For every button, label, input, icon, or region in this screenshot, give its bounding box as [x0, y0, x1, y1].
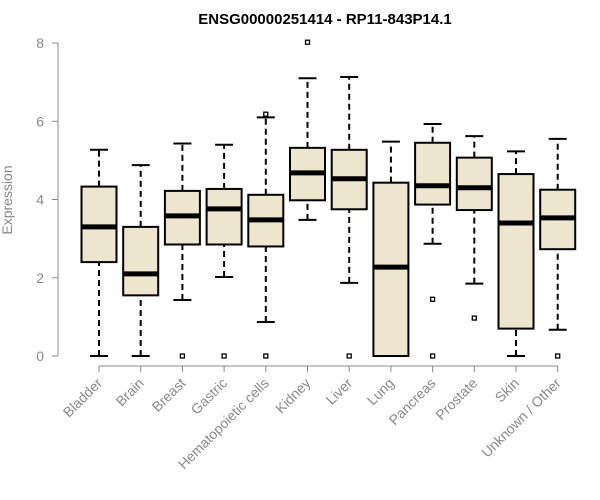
box-group: [247, 111, 285, 359]
outlier-point: [471, 315, 477, 321]
plot-area: [80, 39, 577, 359]
outlier-point: [346, 353, 352, 359]
box-iqr: [414, 141, 452, 206]
y-axis: 0 2 4 6 8: [36, 35, 59, 364]
box-group: [455, 135, 493, 321]
x-tick-label: Unknown / Other: [478, 375, 564, 461]
box-group: [163, 142, 201, 359]
box-group: [205, 143, 243, 359]
box-group: [80, 148, 118, 357]
box-iqr: [122, 225, 160, 297]
outlier-point: [179, 353, 186, 359]
outlier-point: [429, 296, 436, 302]
box-group: [330, 76, 368, 359]
y-axis-label: Expression: [0, 165, 15, 234]
y-tick-label: 0: [36, 348, 44, 364]
box-group: [289, 39, 326, 221]
outlier-point: [555, 353, 561, 359]
outlier-point: [304, 39, 311, 45]
y-tick-label: 6: [36, 113, 44, 129]
x-tick-label: Bladder: [60, 375, 106, 421]
x-tick-label: Kidney: [272, 375, 314, 417]
y-tick-label: 8: [36, 35, 44, 51]
box-group: [539, 137, 577, 359]
box-group: [497, 150, 535, 357]
box-group: [414, 122, 452, 359]
box-iqr: [80, 185, 118, 264]
x-tick-label: Brain: [112, 375, 146, 409]
x-tick-label: Skin: [492, 375, 523, 406]
box-iqr: [497, 173, 535, 330]
y-tick-label: 2: [36, 270, 44, 286]
x-tick-label: Liver: [323, 375, 356, 408]
outlier-point: [221, 353, 227, 359]
x-tick-label: Lung: [364, 375, 397, 408]
box-iqr: [455, 156, 493, 212]
x-tick-label: Breast: [149, 375, 189, 415]
chart-title: ENSG00000251414 - RP11-843P14.1: [198, 11, 452, 28]
box-iqr: [205, 187, 243, 246]
box-group: [122, 164, 160, 357]
outlier-point: [263, 111, 269, 117]
y-tick-label: 4: [36, 192, 44, 208]
x-tick-label: Prostate: [432, 375, 480, 423]
outlier-point: [429, 353, 436, 359]
outlier-point: [263, 353, 269, 359]
box-group: [372, 140, 410, 357]
